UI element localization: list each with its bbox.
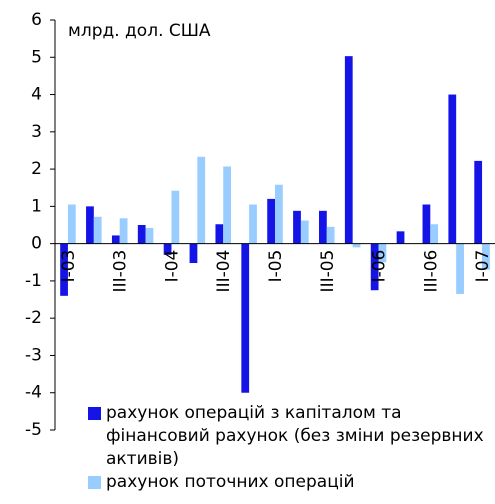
x-tick-label: III-03 — [111, 250, 131, 293]
x-tick-label: III-05 — [318, 250, 338, 293]
y-tick-label: 2 — [31, 159, 42, 179]
y-tick-label: 4 — [31, 85, 42, 105]
bar — [300, 220, 309, 244]
bar — [60, 243, 68, 296]
y-tick-label: -4 — [25, 383, 42, 403]
bar — [422, 204, 431, 244]
x-tick-label: I-07 — [473, 250, 493, 283]
y-axis-label: млрд. дол. США — [68, 21, 211, 41]
bar — [171, 190, 180, 244]
bar — [111, 235, 120, 244]
bar — [482, 243, 490, 270]
legend-swatch — [88, 407, 101, 420]
bar — [326, 226, 335, 244]
bar — [474, 160, 483, 244]
legend-label: рахунок операцій з капіталом та фінансов… — [106, 403, 484, 469]
bar — [378, 243, 387, 263]
y-tick-label: 3 — [31, 122, 42, 142]
legend-item: рахунок поточних операцій — [88, 471, 493, 494]
bar — [396, 231, 405, 244]
x-tick-label: III-04 — [214, 250, 234, 293]
bar — [119, 218, 128, 244]
bar — [93, 216, 102, 244]
bar — [249, 204, 257, 244]
y-tick-label: 1 — [31, 196, 42, 216]
bar — [86, 206, 94, 244]
bar — [275, 184, 283, 244]
x-tick-label: I-06 — [370, 250, 390, 283]
bar — [215, 224, 224, 244]
bar — [67, 204, 76, 244]
x-tick-label: III-06 — [421, 250, 441, 293]
bar — [344, 56, 353, 244]
bar — [319, 210, 327, 244]
bar — [197, 156, 206, 244]
bar — [145, 227, 154, 244]
legend-swatch — [88, 476, 101, 489]
bar — [370, 243, 379, 291]
bar — [430, 224, 439, 244]
bar — [267, 198, 275, 244]
bar — [189, 243, 198, 264]
y-tick-label: 5 — [31, 47, 42, 67]
bar — [241, 243, 250, 393]
bar — [448, 94, 457, 244]
y-tick-label: -3 — [25, 345, 42, 365]
bar — [293, 210, 301, 244]
bar — [137, 225, 146, 244]
bar — [456, 243, 464, 294]
y-tick-label: -5 — [25, 420, 42, 440]
y-tick-label: 0 — [31, 234, 42, 254]
x-tick-label: I-04 — [162, 250, 182, 283]
x-tick-label: I-03 — [59, 250, 79, 283]
legend-label: рахунок поточних операцій — [106, 472, 355, 492]
bar — [352, 243, 361, 248]
y-tick-label: 6 — [31, 10, 42, 30]
y-tick-label: -2 — [25, 308, 42, 328]
y-tick-label: -1 — [25, 271, 42, 291]
legend: рахунок операцій з капіталом та фінансов… — [88, 402, 493, 494]
x-tick-label: I-05 — [266, 250, 286, 283]
legend-item: рахунок операцій з капіталом та фінансов… — [88, 402, 493, 471]
bar — [223, 166, 231, 244]
bar — [163, 243, 172, 255]
